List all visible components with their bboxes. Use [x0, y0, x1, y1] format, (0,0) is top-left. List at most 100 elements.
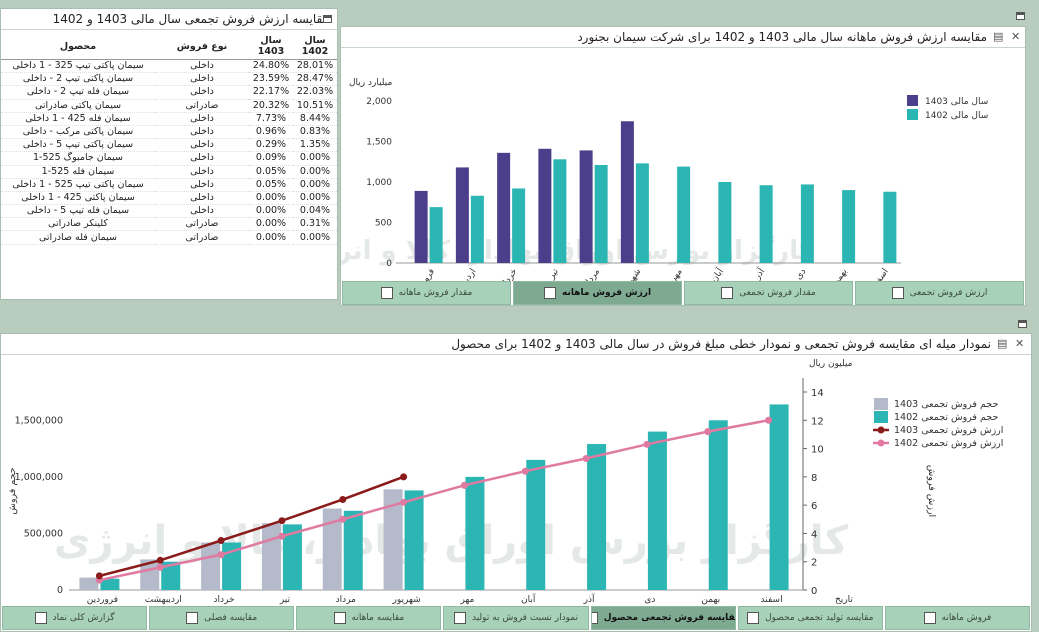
chart-icon: [543, 287, 556, 299]
x-tick-label: مهر: [459, 595, 474, 605]
cumulative-tab-4[interactable]: مقایسه فروش تجمعی محصول: [590, 606, 736, 630]
cell-product: سیمان پاکتی صادراتی: [1, 99, 155, 113]
point-value-1402: [217, 551, 225, 559]
point-value-1402: [278, 532, 286, 540]
legend-label: سال مالی 1402: [925, 111, 988, 121]
cell-sale-type: داخلی: [155, 165, 249, 179]
header-1403[interactable]: سال 1403: [249, 33, 293, 60]
table-row[interactable]: 8.44% 7.73% داخلی سیمان فله 425 - 1 داخلی: [1, 112, 337, 126]
maximize-icon[interactable]: [323, 15, 332, 23]
cumulative-chart-panel: نمودار میله ای مقایسه فروش تجمعی و نمودا…: [0, 333, 1032, 632]
monthly-tab-3[interactable]: ارزش فروش تجمعی: [855, 281, 1024, 305]
cumulative-tab-5[interactable]: مقایسه تولید تجمعی محصول: [737, 606, 883, 630]
header-1402[interactable]: سال 1402: [293, 33, 337, 60]
x-tick-label: آذر: [583, 593, 595, 605]
cell-sale-type: داخلی: [155, 112, 249, 126]
table-row[interactable]: 0.00% 0.09% داخلی سیمان جامبوگ 525-1: [1, 151, 337, 166]
line-value-1402: [99, 419, 769, 582]
cell-sale-type: داخلی: [155, 178, 249, 192]
export-icon[interactable]: ✕: [1011, 30, 1021, 43]
cumulative-share-title: مقایسه ارزش فروش تجمعی سال مالی 1403 و 1…: [1, 9, 337, 30]
cell-1403: 22.17%: [249, 85, 293, 100]
table-row[interactable]: 0.00% 0.00% صادراتی سیمان فله صادراتی: [1, 230, 337, 245]
x-tick-label: اسفند: [761, 595, 783, 605]
bar-1402: [429, 207, 443, 263]
cumulative-tab-0[interactable]: گزارش کلی نماد: [2, 606, 148, 630]
legend-swatch: [874, 398, 888, 410]
chart-icon: [34, 612, 47, 624]
y2-axis-label: ارزش فروش: [926, 465, 937, 517]
cell-product: سیمان جامبوگ 525-1: [1, 151, 155, 166]
cumulative-tab-3[interactable]: نمودار نسبت فروش به تولید: [443, 606, 589, 630]
point-value-1403: [339, 495, 347, 503]
cell-sale-type: داخلی: [155, 85, 249, 100]
legend-swatch: [874, 411, 888, 423]
cell-sale-type: داخلی: [155, 204, 249, 219]
monthly-chart-title: مقایسه ارزش فروش ماهانه سال مالی 1403 و …: [341, 27, 1025, 48]
table-row[interactable]: 0.00% 0.05% داخلی سیمان فله 525-1: [1, 165, 337, 179]
x-tick-label: مرداد: [582, 267, 602, 281]
y-tick-label: 500: [375, 219, 392, 229]
legend-marker: [877, 426, 885, 434]
table-row[interactable]: 22.03% 22.17% داخلی سیمان فله تیپ 2 - داخلی: [1, 85, 337, 100]
header-product[interactable]: محصول: [1, 33, 155, 60]
table-row[interactable]: 28.47% 23.59% داخلی سیمان پاکتی تیپ 2 - داخ…: [1, 72, 337, 87]
bar-volume-1402: [100, 578, 120, 590]
table-row[interactable]: 28.01% 24.80% داخلی سیمان پاکتی تیپ 325 - 1…: [1, 59, 337, 74]
bar-1402: [594, 164, 608, 263]
cell-sale-type: صادراتی: [155, 217, 249, 232]
cell-product: سیمان فله تیپ 5 - داخلی: [1, 204, 155, 219]
monthly-tab-0[interactable]: مقدار فروش ماهانه: [342, 281, 511, 305]
cell-1403: 0.00%: [249, 230, 293, 245]
cell-sale-type: داخلی: [155, 59, 249, 74]
y-tick-label: 1,500: [366, 138, 392, 148]
cell-1403: 0.00%: [249, 191, 293, 206]
monthly-value-panel: مقایسه ارزش فروش ماهانه سال مالی 1403 و …: [340, 26, 1026, 306]
bar-1403: [455, 167, 469, 263]
x-tick-label: تیر: [279, 595, 291, 605]
point-value-1402: [643, 440, 651, 448]
print-icon[interactable]: ▤: [997, 337, 1008, 350]
bar-volume-1403: [383, 489, 403, 590]
export-icon[interactable]: ✕: [1015, 337, 1025, 350]
table-row[interactable]: 0.04% 0.00% داخلی سیمان فله تیپ 5 - داخلی: [1, 204, 337, 219]
cell-1403: 0.96%: [249, 125, 293, 140]
table-row[interactable]: 10.51% 20.32% صادراتی سیمان پاکتی صادراتی: [1, 99, 337, 113]
cell-product: سیمان فله تیپ 2 - داخلی: [1, 85, 155, 100]
chart-icon: [591, 612, 598, 624]
cell-product: سیمان پاکتی تیپ 525 - 1 داخلی: [1, 178, 155, 192]
bar-volume-1402: [161, 561, 181, 590]
cell-sale-type: داخلی: [155, 151, 249, 166]
cell-sale-type: صادراتی: [155, 230, 249, 245]
table-row[interactable]: 0.31% 0.00% صادراتی کلینکر صادراتی: [1, 217, 337, 232]
cumulative-tab-1[interactable]: مقایسه فصلی: [149, 606, 295, 630]
monthly-tab-2[interactable]: مقدار فروش تجمعی: [684, 281, 853, 305]
maximize-icon[interactable]: [1016, 12, 1025, 20]
bar-volume-1403: [201, 542, 221, 590]
cumulative-tab-6[interactable]: فروش ماهانه: [884, 606, 1030, 630]
table-row[interactable]: 0.83% 0.96% داخلی سیمان پاکتی مرکب - داخلی: [1, 125, 337, 140]
point-value-1403: [156, 556, 164, 564]
cell-product: سیمان پاکتی تیپ 5 - داخلی: [1, 138, 155, 153]
x-tick-label: اسفند: [870, 267, 891, 281]
table-row[interactable]: 0.00% 0.05% داخلی سیمان پاکتی تیپ 525 - 1 د…: [1, 178, 337, 192]
cell-1402: 0.00%: [293, 178, 337, 192]
cell-1403: 0.00%: [249, 217, 293, 232]
bar-1403: [579, 150, 593, 263]
cumulative-tab-2[interactable]: مقایسه ماهانه: [296, 606, 442, 630]
y-tick-label: 2,000: [366, 97, 392, 107]
header-sale-type[interactable]: نوع فروش: [155, 33, 249, 60]
x-tick-label: دی: [794, 267, 809, 281]
monthly-tab-1[interactable]: ارزش فروش ماهانه: [513, 281, 682, 305]
bar-1402: [759, 185, 773, 263]
x-tick-label: اردیبهشت: [449, 267, 478, 281]
print-icon[interactable]: ▤: [993, 30, 1004, 43]
table-row[interactable]: 0.00% 0.00% داخلی سیمان پاکتی 425 - 1 داخلی: [1, 191, 337, 206]
table-row[interactable]: 1.35% 0.29% داخلی سیمان پاکتی تیپ 5 - داخلی: [1, 138, 337, 153]
cell-1402: 0.00%: [293, 230, 337, 245]
maximize-icon[interactable]: [1018, 320, 1027, 328]
chart-icon: [747, 612, 760, 624]
tab-label: گزارش کلی نماد: [52, 613, 115, 623]
chart-icon: [186, 612, 199, 624]
bar-1403: [414, 190, 428, 263]
